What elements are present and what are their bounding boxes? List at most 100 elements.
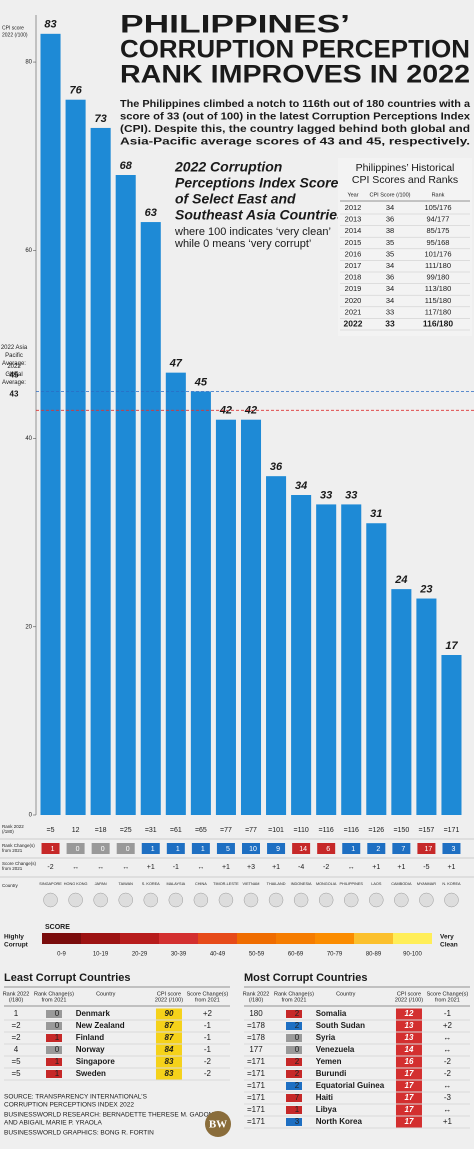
y-tick-label: 60 — [25, 248, 32, 254]
rank-change-badge — [286, 1034, 302, 1042]
table-cell: Singapore — [76, 1057, 116, 1066]
scale-title: SCORE — [45, 924, 70, 931]
footer-research: AND ABIGAIL MARIE P. YRAOLA — [4, 1120, 102, 1127]
table-header: CPI score — [397, 991, 421, 997]
history-cell: 2013 — [345, 215, 362, 224]
flag — [93, 892, 108, 908]
score-cell — [395, 1020, 422, 1032]
score-change: -5 — [423, 864, 429, 871]
table-cell: Syria — [316, 1033, 336, 1042]
rank-change-badge — [216, 843, 235, 854]
table-title: Least Corrupt Countries — [4, 972, 131, 984]
table-cell: 87 — [165, 1021, 174, 1030]
rank-change: 7 — [401, 846, 405, 853]
country-name: PHILIPPINES — [340, 882, 364, 886]
y-tick-label: 20 — [25, 624, 32, 630]
history-cell: 34 — [386, 284, 394, 293]
flag — [243, 892, 259, 908]
score-cell — [155, 1032, 182, 1044]
table-cell: =171 — [247, 1105, 266, 1114]
table-cell: North Korea — [316, 1117, 363, 1126]
table-cell: 1 — [14, 1009, 19, 1018]
table-header: Rank Change(s) — [34, 991, 74, 997]
flag — [318, 892, 334, 908]
table-cell: Burundi — [316, 1069, 347, 1078]
bar — [215, 419, 236, 815]
rank-change-badge — [292, 843, 311, 854]
value-label: 33 — [320, 489, 332, 501]
scale-low: Corrupt — [4, 942, 29, 949]
country-name: SINGAPORE — [39, 882, 62, 886]
rank-change: 14 — [299, 846, 307, 853]
table-cell: -1 — [444, 1009, 452, 1018]
table-cell: Yemen — [316, 1057, 342, 1066]
table-cell: Equatorial Guinea — [316, 1081, 385, 1090]
history-cell: 115/180 — [425, 296, 452, 305]
history-cell: 99/180 — [427, 273, 450, 282]
table-header: from 2021 — [282, 997, 307, 1003]
logo — [205, 1111, 231, 1137]
table-title: Most Corrupt Countries — [244, 972, 367, 984]
history-panel — [338, 158, 472, 336]
rank-change: 17 — [425, 846, 433, 853]
table-header: (/180) — [249, 997, 264, 1003]
history-cell: 2016 — [345, 249, 362, 258]
rank-change-badge — [116, 843, 135, 854]
value-label: 24 — [394, 574, 407, 586]
rank-change: 0 — [76, 846, 80, 853]
history-title: CPI Scores and Ranks — [352, 174, 458, 186]
rank-change: 6 — [326, 846, 330, 853]
history-cell: 94/177 — [427, 215, 450, 224]
scale-swatch — [42, 933, 81, 944]
table-header: from 2021 — [42, 997, 67, 1003]
chart-title: of Select East and — [175, 191, 296, 207]
country-name: VIETNAM — [243, 882, 260, 886]
reference-value: 45 — [10, 371, 19, 380]
country-name: INDONESIA — [291, 882, 312, 886]
table-cell: South Sudan — [316, 1021, 365, 1030]
scale-high: Clean — [440, 942, 458, 949]
table-cell: 4 — [14, 1045, 19, 1054]
title: PHILIPPINES’ — [120, 11, 350, 39]
rank-change-badge — [242, 843, 260, 854]
y-tick-label: 40 — [25, 436, 32, 442]
rank-change-badge — [286, 1118, 302, 1126]
table-cell: 3 — [295, 1117, 300, 1126]
country-name: TIMOR-LESTE — [213, 882, 239, 886]
table-cell: 17 — [405, 1093, 414, 1102]
table-cell: Venezuela — [316, 1045, 355, 1054]
scale-range: 70-79 — [327, 952, 343, 958]
scale-range: 30-39 — [171, 952, 187, 958]
history-cell: 34 — [386, 203, 394, 212]
country-name: HONG KONG — [64, 882, 88, 886]
flag — [344, 892, 359, 908]
table-cell: +1 — [443, 1117, 453, 1126]
table-cell: -2 — [444, 1069, 452, 1078]
table-cell: 0 — [55, 1021, 60, 1030]
score-change: -1 — [173, 864, 179, 871]
flag — [43, 892, 58, 908]
table-cell: -1 — [204, 1021, 212, 1030]
rank-2022: =116 — [319, 827, 334, 834]
rank-2022: 12 — [72, 827, 80, 834]
table-cell: 0 — [295, 1045, 300, 1054]
flag — [168, 892, 184, 908]
rank-2022: =77 — [220, 827, 232, 834]
table-cell: 0 — [55, 1009, 60, 1018]
rank-change-badge — [367, 843, 386, 854]
history-cell: 85/175 — [427, 226, 450, 235]
table-cell: 13 — [405, 1033, 414, 1042]
bar — [190, 391, 211, 815]
score-cell — [395, 1032, 422, 1044]
reference-label: 2022 Asia — [1, 345, 28, 351]
table-cell: 180 — [249, 1009, 263, 1018]
row-label: Rank 2022 — [2, 824, 24, 829]
bar — [140, 222, 161, 815]
table-cell: Sweden — [76, 1069, 106, 1078]
score-change: ↔ — [97, 864, 104, 871]
table-cell: =171 — [247, 1081, 266, 1090]
scale-range: 20-29 — [132, 952, 148, 958]
history-cell: 2014 — [345, 226, 362, 235]
table-cell: 0 — [295, 1033, 300, 1042]
